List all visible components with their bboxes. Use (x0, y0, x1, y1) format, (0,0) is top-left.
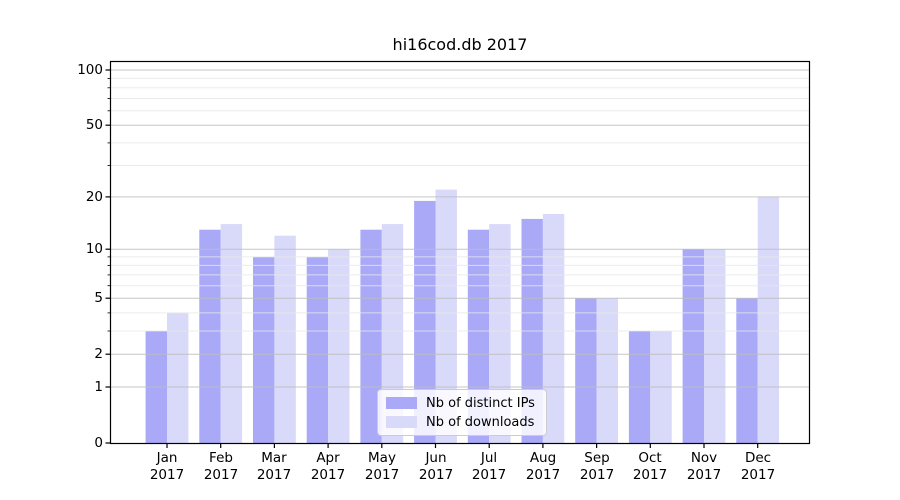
x-tick-year: 2017 (203, 466, 239, 483)
bar-nb-of-distinct-ips-dec (736, 298, 758, 443)
x-tick-year: 2017 (632, 466, 668, 483)
x-tick-label-oct: Oct 2017 (620, 450, 680, 483)
y-tick-label-0: 0 (94, 435, 103, 451)
legend-swatch-distinct-ips (386, 397, 417, 409)
x-tick-label-sep: Sep 2017 (567, 450, 627, 483)
x-tick-year: 2017 (418, 466, 454, 483)
legend-label-distinct-ips: Nb of distinct IPs (426, 395, 535, 411)
x-tick-label-apr: Apr 2017 (298, 450, 358, 483)
x-tick-label-dec: Dec 2017 (728, 450, 788, 483)
x-tick-month: Jul (480, 450, 498, 466)
bar-nb-of-downloads-sep (596, 298, 618, 443)
bar-nb-of-distinct-ips-sep (575, 298, 597, 443)
x-tick-month: Jan (156, 450, 178, 466)
bar-nb-of-downloads-apr (328, 249, 350, 443)
x-tick-label-aug: Aug 2017 (513, 450, 573, 483)
plot-canvas (110, 69, 810, 443)
x-tick-month: Sep (584, 450, 610, 466)
legend-item-distinct-ips: Nb of distinct IPs (386, 396, 538, 411)
x-tick-month: Mar (261, 450, 287, 466)
bar-nb-of-distinct-ips-nov (682, 249, 704, 443)
x-tick-year: 2017 (364, 466, 400, 483)
y-tick-label-5: 5 (94, 290, 103, 306)
bar-nb-of-distinct-ips-mar (253, 256, 275, 443)
x-tick-month: Jun (425, 450, 447, 466)
bar-nb-of-downloads-dec (757, 196, 780, 443)
y-tick-label-50: 50 (85, 117, 103, 133)
x-tick-year: 2017 (310, 466, 346, 483)
legend-swatch-downloads (386, 416, 417, 428)
bar-nb-of-downloads-mar (274, 235, 296, 443)
y-tick-label-10: 10 (85, 241, 103, 257)
x-tick-year: 2017 (471, 466, 507, 483)
x-tick-label-jun: Jun 2017 (406, 450, 466, 483)
x-tick-month: Oct (638, 450, 662, 466)
x-tick-label-nov: Nov 2017 (674, 450, 734, 483)
x-tick-month: Apr (316, 450, 340, 466)
x-tick-year: 2017 (686, 466, 722, 483)
x-tick-month: Nov (690, 450, 718, 466)
x-tick-year: 2017 (149, 466, 185, 483)
x-tick-month: Aug (529, 450, 557, 466)
chart-title: hi16cod.db 2017 (392, 35, 528, 54)
y-tick-label-20: 20 (85, 189, 103, 205)
y-tick-label-1: 1 (94, 379, 103, 395)
legend-label-downloads: Nb of downloads (426, 414, 535, 430)
x-tick-month: Feb (209, 450, 233, 466)
legend-item-downloads: Nb of downloads (386, 415, 538, 430)
x-tick-label-jul: Jul 2017 (459, 450, 519, 483)
y-tick-label-2: 2 (94, 346, 103, 362)
x-tick-label-jan: Jan 2017 (137, 450, 197, 483)
bar-nb-of-downloads-nov (704, 249, 726, 443)
x-tick-month: Dec (744, 450, 772, 466)
x-tick-label-mar: Mar 2017 (244, 450, 304, 483)
legend: Nb of distinct IPs Nb of downloads (377, 389, 547, 436)
x-tick-label-feb: Feb 2017 (191, 450, 251, 483)
x-tick-year: 2017 (579, 466, 615, 483)
x-tick-label-may: May 2017 (352, 450, 412, 483)
x-tick-year: 2017 (740, 466, 776, 483)
x-tick-year: 2017 (525, 466, 561, 483)
bar-nb-of-distinct-ips-apr (306, 256, 329, 443)
x-tick-month: May (368, 450, 396, 466)
bar-nb-of-distinct-ips-feb (199, 229, 221, 443)
x-tick-year: 2017 (256, 466, 292, 483)
bar-nb-of-downloads-jan (167, 312, 189, 443)
y-tick-label-100: 100 (77, 62, 103, 78)
